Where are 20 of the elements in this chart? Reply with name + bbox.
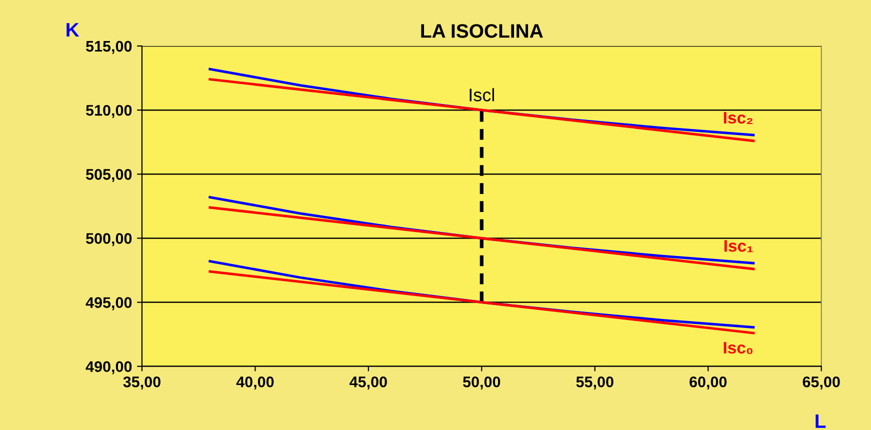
annotation: Iscl	[470, 88, 494, 102]
y-tick-label: 495,00	[86, 297, 132, 310]
x-tick-label: 50,00	[463, 376, 500, 390]
y-tick-label: 490,00	[86, 361, 132, 374]
x-axis-title: L	[816, 414, 826, 428]
x-tick-label: 65,00	[802, 376, 840, 390]
series-label: Isc₀	[724, 342, 752, 354]
y-tick-label: 515,00	[86, 40, 132, 54]
y-axis-title: K	[66, 23, 80, 37]
series-label: Isc₂	[724, 112, 753, 124]
x-tick-label: 60,00	[690, 376, 727, 390]
x-tick-label: 45,00	[350, 376, 387, 390]
chart-title: LA ISOCLINA	[421, 24, 543, 38]
y-tick-label: 505,00	[86, 169, 132, 182]
x-tick-label: 55,00	[576, 376, 614, 390]
series-label: Isc₁	[724, 240, 753, 252]
x-tick-label: 40,00	[236, 376, 274, 390]
y-tick-label: 500,00	[86, 233, 132, 246]
y-tick-label: 510,00	[86, 104, 132, 118]
x-tick-label: 35,00	[123, 376, 160, 390]
